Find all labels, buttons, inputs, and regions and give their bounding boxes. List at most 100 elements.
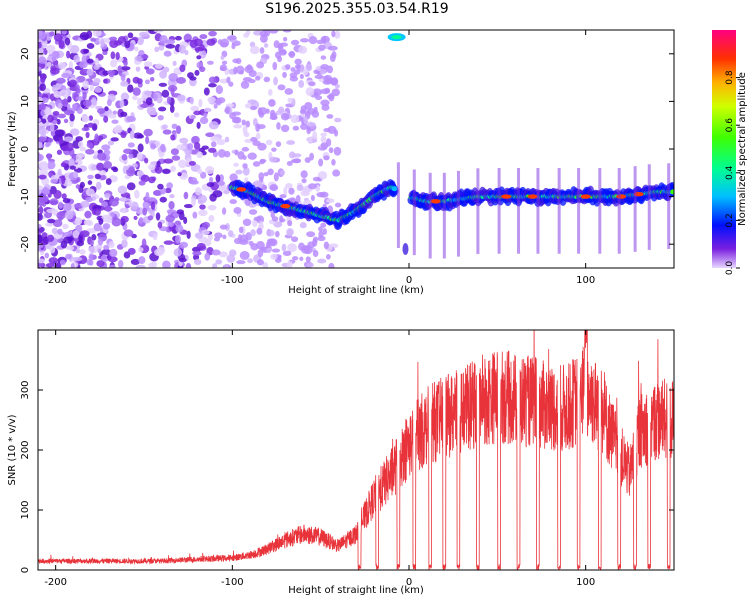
noise-blob [247,152,257,160]
noise-blobs [38,30,342,268]
noise-blob [212,190,223,198]
noise-blob [318,44,326,51]
noise-blob [41,118,47,124]
noise-blob [40,109,45,117]
noise-blob [288,187,295,195]
noise-blob [231,43,236,50]
noise-blob [153,30,164,33]
noise-blob [81,127,90,132]
noise-blob [79,249,86,255]
noise-blob [75,248,81,254]
noise-blob [255,132,261,140]
noise-blob [327,45,338,51]
noise-blob [138,31,149,37]
y-tick-label: 200 [20,440,31,459]
x-tick-label: 100 [576,275,595,286]
noise-blob [128,166,135,174]
noise-blob [62,197,71,204]
noise-blob [317,235,326,242]
noise-blob [162,129,172,135]
noise-blob [147,215,154,221]
noise-blob [126,182,136,191]
noise-blob [150,111,158,116]
noise-blob [84,210,92,219]
noise-blob [150,143,156,150]
noise-blob [127,247,136,255]
ridge-streak [476,168,480,254]
noise-blob [312,250,319,258]
noise-blob [219,78,229,84]
noise-blob [174,35,182,41]
noise-blob [269,115,278,120]
noise-blob [121,153,128,161]
noise-blob [303,116,308,125]
noise-blob [73,54,80,63]
noise-blob [104,193,111,199]
noise-blob [115,51,120,61]
noise-blob [94,86,103,93]
noise-blob [176,144,186,151]
noise-blob [57,228,63,235]
noise-blob [290,39,300,46]
noise-blob [134,46,139,52]
noise-blob [163,50,172,57]
noise-blob [243,131,250,138]
spectrogram-x-axis-label: Height of straight line (km) [288,285,424,296]
noise-blob [179,137,189,144]
noise-blob [323,241,330,250]
noise-blob [83,220,89,225]
noise-blob [328,262,335,268]
noise-blob [318,226,323,232]
noise-blob [108,241,115,248]
noise-blob [245,120,251,128]
noise-blob [63,236,73,244]
noise-blob [317,258,327,264]
noise-blob [170,165,176,172]
noise-blob [60,162,67,168]
noise-blob [306,127,311,135]
noise-blob [136,36,144,46]
noise-blob [207,204,217,211]
noise-blob [280,113,290,121]
noise-blob [117,185,128,195]
noise-blob [92,30,102,37]
noise-blob [61,73,71,79]
noise-blob [83,99,92,107]
noise-blob [184,148,192,155]
noise-blob [38,234,43,243]
colorbar-gradient [712,30,736,268]
noise-blob [334,202,342,208]
noise-blob [179,241,189,249]
noise-blob [74,217,83,226]
noise-blob [157,221,163,229]
noise-blob [205,166,215,175]
noise-blob [135,66,141,72]
noise-blob [152,233,158,241]
noise-blob [279,169,286,176]
colorbar-tick-label: 0.2 [725,213,735,227]
noise-blob [55,77,66,84]
noise-blob [208,176,214,184]
noise-blob [203,107,212,113]
ridge-streak [598,168,602,254]
noise-blob [69,165,76,170]
noise-blob [148,207,153,215]
noise-blob [111,119,119,124]
noise-blob [101,144,111,151]
noise-blob [257,107,263,116]
noise-blob [223,189,230,195]
colorbar-ticks: 0.0 0.2 0.4 0.6 0.8 [725,70,740,275]
noise-blob [309,152,315,161]
noise-blob [247,258,253,264]
noise-blob [199,116,209,125]
noise-blob [75,96,85,101]
noise-blob [158,44,165,51]
noise-blob [331,88,340,97]
noise-blob [308,81,316,87]
noise-blob [120,73,126,82]
noise-blob [106,99,112,107]
noise-blob [280,124,290,133]
noise-blob [285,64,291,70]
noise-blob [282,250,292,257]
noise-blob [170,134,176,141]
